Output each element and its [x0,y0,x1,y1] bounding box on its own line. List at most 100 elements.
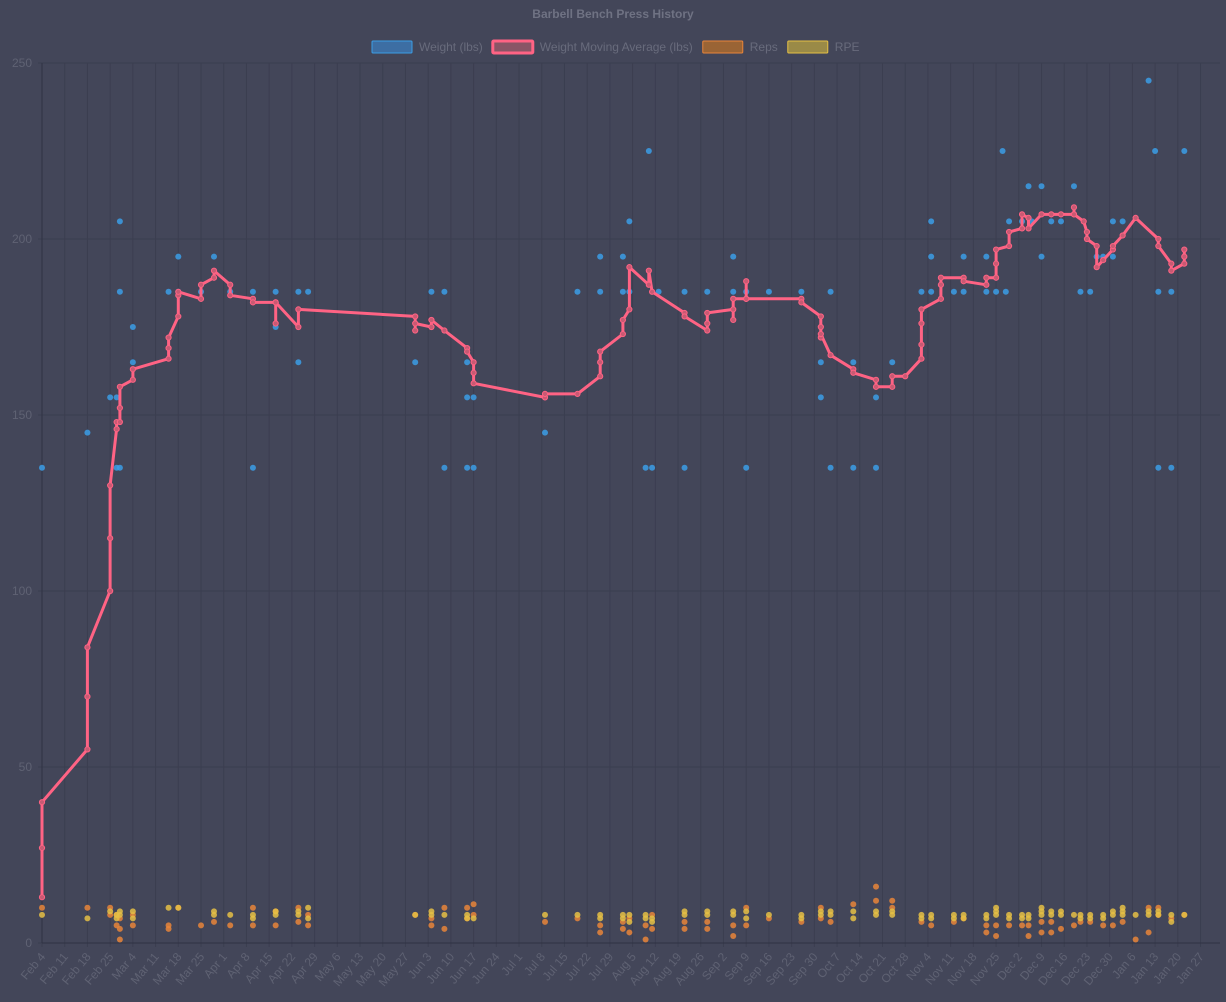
moving-average-point [1080,218,1087,225]
moving-average-point [107,587,114,595]
moving-average-point [272,320,279,327]
data-point [681,908,688,915]
data-point [39,464,45,471]
moving-average-point [1168,260,1175,267]
data-point [1038,183,1045,190]
moving-average-point [38,894,46,901]
data-point [704,925,711,932]
moving-average-point [1083,228,1091,236]
moving-average-point [681,313,688,320]
data-point [597,929,604,936]
data-point [993,932,1000,939]
data-point [1168,918,1175,925]
y-tick-label: 250 [12,56,32,70]
moving-average-point [412,313,419,320]
data-point [642,936,649,943]
data-point [1077,288,1084,295]
data-point [464,394,471,401]
moving-average-point [817,323,824,331]
data-point [116,288,123,295]
moving-average-point [428,323,435,331]
moving-average-point [175,313,182,320]
moving-average-point [1119,232,1126,239]
data-point [305,922,312,929]
moving-average-point [730,295,737,302]
data-point [210,908,217,915]
moving-average-point [798,299,805,306]
moving-average-point [1155,235,1162,243]
legend-item[interactable]: Weight Moving Average (lbs) [491,39,693,55]
data-point [1145,77,1152,84]
data-point [730,288,737,295]
data-point [1145,908,1152,915]
data-point [1019,922,1026,929]
moving-average-point [992,274,1000,281]
data-point [129,922,136,929]
data-point [743,915,750,922]
data-point [619,911,626,918]
moving-average-point [272,299,279,306]
moving-average-point [1093,242,1100,250]
moving-average-line [40,205,1186,898]
data-point [960,253,967,260]
data-point [441,288,448,295]
series-2 [39,883,1188,943]
moving-average-point [38,799,46,806]
moving-average-point [1155,242,1162,250]
moving-average-point [129,366,136,373]
moving-average-point [992,246,1000,253]
legend-swatch [491,39,535,55]
series-1 [38,204,1188,901]
data-point [873,394,880,401]
data-point [960,911,967,918]
moving-average-point [983,274,990,281]
moving-average-point [428,316,435,324]
data-point [542,911,549,918]
data-point [210,918,217,925]
moving-average-point [470,380,477,387]
data-point [1168,911,1175,918]
data-point [681,464,688,471]
moving-average-point [889,373,896,380]
data-point [1019,911,1026,918]
data-point [983,253,990,260]
moving-average-point [1018,225,1026,232]
data-point [983,929,990,936]
data-point [84,915,91,922]
moving-average-point [1005,242,1013,250]
data-point [1100,911,1107,918]
legend[interactable]: Weight (lbs) Weight Moving Average (lbs) R… [371,39,860,55]
moving-average-point [619,316,626,324]
data-point [1109,253,1116,260]
data-point [1048,908,1055,915]
x-tick-label: Jul 1 [498,950,525,979]
data-point [574,288,581,295]
moving-average-point [197,281,205,288]
data-point [1087,288,1094,295]
series-3 [39,904,1188,925]
moving-average-point [730,316,737,324]
data-point [704,918,711,925]
data-point [889,359,896,366]
moving-average-point [1093,264,1100,271]
y-tick-label: 100 [12,584,32,598]
data-point [1100,922,1107,929]
data-point [1119,218,1126,225]
legend-item[interactable]: Weight (lbs) [371,40,483,54]
moving-average-point [817,330,824,338]
data-point [1048,929,1055,936]
legend-label: Reps [750,40,778,54]
legend-item[interactable]: RPE [787,40,860,54]
legend-item[interactable]: Reps [702,40,778,54]
data-point [249,911,256,918]
data-point [1109,218,1116,225]
moving-average-point [165,334,172,341]
data-point [817,394,824,401]
data-point [249,288,256,295]
data-point [1132,911,1139,918]
data-point [295,918,302,925]
x-tick-label: Apr 1 [201,950,230,981]
data-point [1025,183,1032,190]
legend-swatch [371,40,413,54]
moving-average-point [645,267,652,274]
